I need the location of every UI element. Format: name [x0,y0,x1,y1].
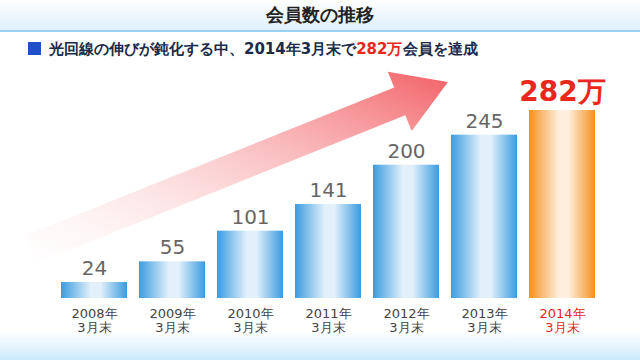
svg-text:2013年3月末: 2013年3月末 [461,306,507,335]
svg-text:2008年3月末: 2008年3月末 [71,306,117,335]
html-text:光回線の伸びが鈍化する中、2014年3月末で282万会員を達: 光回線の伸びが鈍化する中、2014年3月末で282万会員を達成 [49,40,478,58]
svg-text:2010年3月末: 2010年3月末 [227,306,273,335]
svg-text:2011年3月末: 2011年3月末 [305,306,351,335]
svg-text:282万: 282万 [519,75,605,108]
svg-text:55: 55 [160,235,185,259]
svg-text:245: 245 [465,109,503,133]
svg-text:101: 101 [231,205,269,229]
html-text:会員数の推移: 会員数の推移 [266,4,374,25]
svg-text:2012年3月末: 2012年3月末 [383,306,429,335]
svg-text:141: 141 [309,178,347,202]
svg-text:200: 200 [387,139,425,163]
svg-text:24: 24 [82,256,107,280]
svg-text:2009年3月末: 2009年3月末 [149,306,195,335]
svg-text:2014年3月末: 2014年3月末 [539,306,585,335]
